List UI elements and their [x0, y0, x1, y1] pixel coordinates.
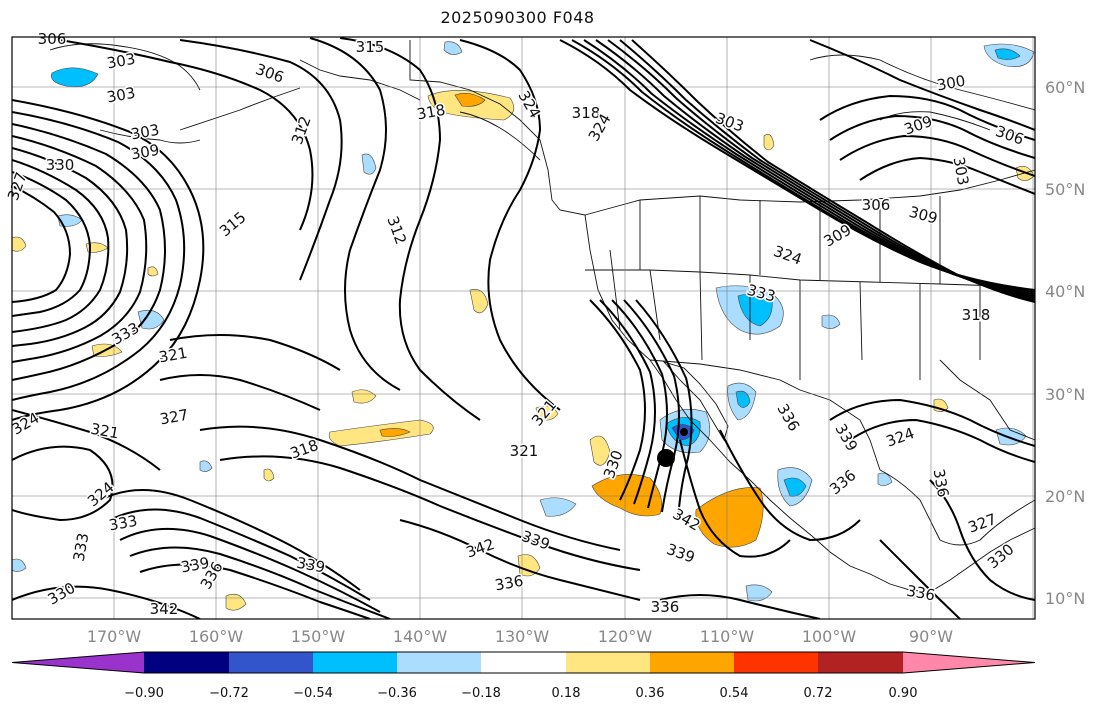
colorbar-swatch: [566, 652, 650, 673]
lon-label: 150°W: [291, 627, 346, 646]
lat-label: 20°N: [1045, 487, 1085, 506]
lon-label: 120°W: [598, 627, 653, 646]
contour-label: 300: [935, 72, 966, 95]
contour-label: 315: [356, 38, 385, 56]
colorbar-tick-label: −0.54: [293, 686, 333, 701]
colorbar-tick-labels: −0.90 −0.72 −0.54 −0.36 −0.18 0.18 0.36 …: [124, 686, 917, 701]
colorbar-tick-label: 0.72: [804, 686, 833, 701]
lon-label: 90°W: [909, 627, 953, 646]
colorbar-swatch: [818, 652, 903, 673]
lon-label: 100°W: [802, 627, 857, 646]
colorbar-tick-label: −0.90: [124, 686, 164, 701]
lat-label: 50°N: [1045, 180, 1085, 199]
map-title: 2025090300 F048: [440, 8, 595, 27]
colorbar-swatch: [313, 652, 397, 673]
contour-label: 330: [46, 156, 75, 174]
contour-label: 318: [572, 104, 601, 122]
colorbar-swatch: [650, 652, 734, 673]
lat-label: 30°N: [1045, 385, 1085, 404]
contour-label: 318: [962, 306, 991, 324]
colorbar-swatch: [229, 652, 313, 673]
colorbar-swatch: [397, 652, 481, 673]
colorbar-extend-min: [12, 652, 144, 673]
lon-label: 140°W: [393, 627, 448, 646]
latitude-labels: 60°N 50°N 40°N 30°N 20°N 10°N: [1045, 78, 1085, 608]
colorbar-tick-label: 0.54: [720, 686, 749, 701]
contour-label: 318: [415, 101, 446, 124]
map-frame: [11, 36, 1036, 620]
colorbar-tick-label: −0.36: [377, 686, 417, 701]
colorbar-extend-max: [903, 652, 1035, 673]
lon-label: 110°W: [700, 627, 755, 646]
colorbar-tick-label: 0.36: [636, 686, 665, 701]
lat-label: 60°N: [1045, 78, 1085, 97]
lat-label: 10°N: [1045, 589, 1085, 608]
contour-label: 342: [150, 600, 179, 618]
lat-label: 40°N: [1045, 282, 1085, 301]
lon-label: 170°W: [87, 627, 142, 646]
gridlines: [12, 37, 1035, 619]
lon-label: 160°W: [189, 627, 244, 646]
colorbar: [11, 651, 1036, 674]
colorbar-swatch: [144, 652, 229, 673]
contour-layer: [12, 37, 1035, 619]
colorbar-swatch: [734, 652, 818, 673]
contour-label: 306: [38, 30, 67, 48]
colorbar-tick-label: 0.90: [889, 686, 918, 701]
contour-label: 336: [651, 598, 680, 616]
colorbar-tick-label: −0.18: [461, 686, 501, 701]
storm-marker-secondary: [680, 428, 688, 436]
colorbar-tick-label: −0.72: [209, 686, 249, 701]
contour-label: 306: [862, 196, 891, 214]
longitude-labels: 170°W 160°W 150°W 140°W 130°W 120°W 110°…: [87, 627, 953, 646]
lon-label: 130°W: [495, 627, 550, 646]
colorbar-tick-label: 0.18: [552, 686, 581, 701]
storm-center-marker: [657, 449, 675, 467]
contour-label: 303: [129, 121, 160, 144]
colorbar-swatch: [481, 652, 566, 673]
contour-label: 321: [510, 442, 539, 460]
colorbar-outline: [11, 651, 1036, 674]
